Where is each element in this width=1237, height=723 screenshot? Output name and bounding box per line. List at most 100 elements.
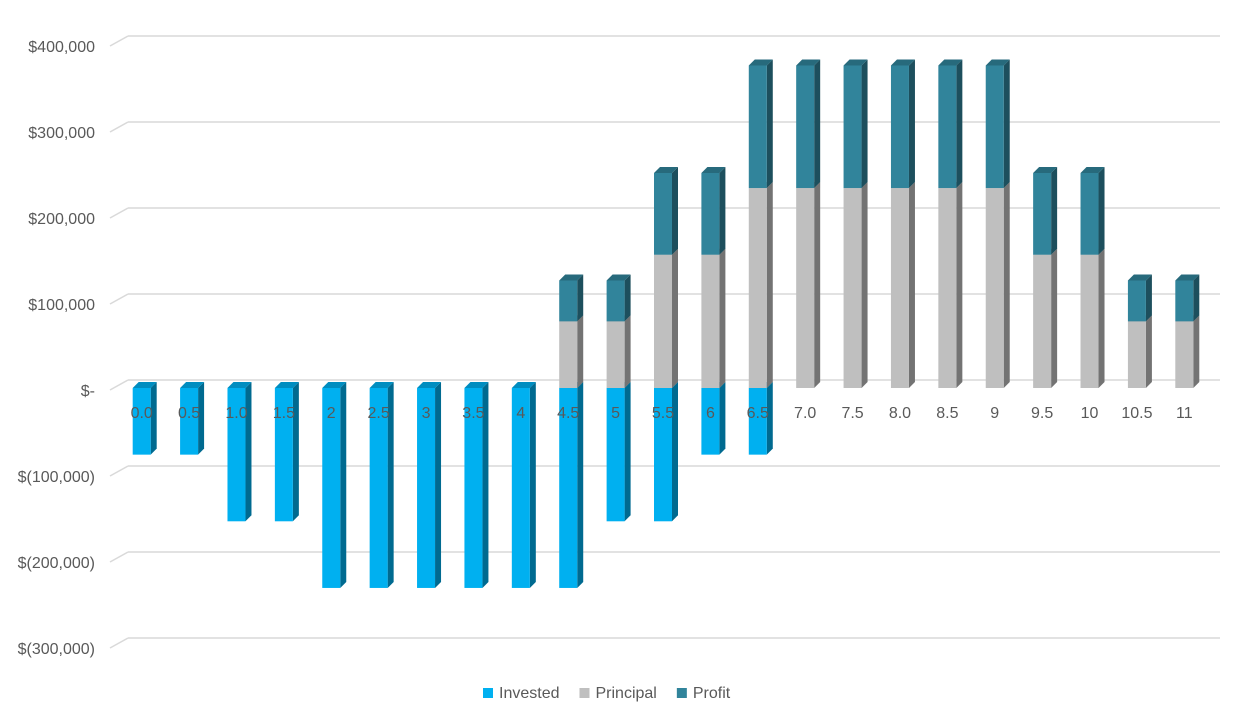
- bar-side: [861, 182, 868, 388]
- bar: [843, 65, 862, 189]
- bar-side: [1051, 248, 1058, 388]
- bar-top: [417, 382, 442, 388]
- bar-side: [1098, 167, 1105, 255]
- bar-side: [766, 182, 773, 388]
- y-tick-label: $(200,000): [18, 555, 95, 572]
- bar-side: [908, 59, 915, 189]
- bar: [559, 321, 578, 388]
- bar-top: [938, 59, 963, 66]
- bar-side: [577, 382, 584, 588]
- bar: [843, 188, 862, 388]
- bar-top: [843, 59, 868, 66]
- bar-side: [577, 274, 584, 322]
- x-tick-label: 5.5: [652, 405, 674, 422]
- x-tick-label: 4.5: [557, 405, 579, 422]
- x-tick-label: 10: [1081, 405, 1099, 422]
- bar-top: [654, 167, 678, 173]
- grid-line-depth: [109, 293, 129, 305]
- x-tick-label: 3: [422, 405, 431, 422]
- bar: [227, 388, 246, 522]
- grid-line-depth: [109, 551, 129, 563]
- grid-line-depth: [109, 637, 129, 649]
- bar-side: [956, 59, 963, 189]
- bar: [1175, 321, 1194, 388]
- bar-side: [814, 59, 821, 189]
- legend: Invested Principal Profit: [483, 685, 731, 702]
- bar-side: [387, 382, 394, 588]
- bar: [1127, 321, 1146, 388]
- x-tick-label: 0.5: [178, 405, 200, 422]
- bar-side: [624, 274, 631, 322]
- bar-side: [719, 382, 726, 455]
- bar: [890, 188, 909, 388]
- bar-side: [245, 382, 252, 522]
- bar-side: [1098, 248, 1105, 388]
- bar: [890, 65, 909, 189]
- x-tick-label: 1.5: [273, 405, 295, 422]
- bar: [938, 188, 957, 388]
- legend-label: Principal: [595, 685, 656, 702]
- bar-side: [1003, 59, 1010, 189]
- x-tick-label: 2.5: [368, 405, 390, 422]
- bar-top: [1127, 274, 1152, 281]
- x-tick-label: 6: [706, 405, 715, 422]
- bar: [1127, 280, 1146, 322]
- legend-label: Invested: [499, 685, 559, 702]
- bar-top: [748, 59, 773, 66]
- bar-side: [719, 248, 726, 388]
- bar: [1175, 280, 1194, 322]
- bar-top: [701, 167, 726, 173]
- bar: [1033, 173, 1052, 255]
- x-tick-label: 10.5: [1121, 405, 1152, 422]
- bar: [985, 188, 1004, 388]
- bar-side: [1145, 274, 1152, 322]
- legend-swatch: [579, 688, 590, 698]
- x-tick-label: 7.5: [841, 405, 863, 422]
- bar: [985, 65, 1004, 189]
- bar-side: [814, 182, 821, 388]
- bar: [606, 388, 625, 522]
- x-tick-label: 9.5: [1031, 405, 1053, 422]
- grid-line-depth: [109, 465, 129, 477]
- x-tick-label: 11: [1176, 405, 1193, 422]
- bar-side: [766, 382, 773, 455]
- bar-side: [766, 59, 773, 189]
- bar-top: [796, 59, 821, 66]
- x-tick-label: 3.5: [462, 405, 484, 422]
- bar-top: [227, 382, 252, 388]
- grid-line-depth: [109, 379, 129, 391]
- bar: [559, 388, 578, 588]
- legend-swatch: [676, 688, 687, 698]
- y-tick-label: $200,000: [28, 211, 95, 228]
- bar-side: [956, 182, 963, 388]
- bar: [796, 65, 815, 189]
- bar-side: [340, 382, 347, 588]
- bar-side: [1145, 315, 1152, 388]
- bar: [274, 388, 293, 522]
- bar-side: [624, 315, 631, 388]
- bar-side: [719, 167, 726, 255]
- bar: [132, 388, 151, 455]
- bar: [369, 388, 388, 588]
- bar: [701, 254, 720, 388]
- bar-side: [435, 382, 442, 588]
- grid-line-depth: [109, 35, 129, 47]
- grid-line-depth: [109, 207, 129, 219]
- bar: [511, 388, 530, 588]
- bar-top: [464, 382, 489, 388]
- bar-top: [1033, 167, 1058, 173]
- bar: [606, 280, 625, 322]
- bar: [322, 388, 341, 588]
- bar-side: [1193, 315, 1200, 388]
- bar-side: [1193, 274, 1200, 322]
- bar: [701, 388, 720, 455]
- x-tick-label: 8.5: [936, 405, 958, 422]
- bar: [748, 388, 767, 455]
- bar: [748, 65, 767, 189]
- bar-top: [511, 382, 536, 388]
- bar-side: [672, 248, 678, 388]
- bar-top: [180, 382, 205, 388]
- bar-top: [274, 382, 299, 388]
- bar: [606, 321, 625, 388]
